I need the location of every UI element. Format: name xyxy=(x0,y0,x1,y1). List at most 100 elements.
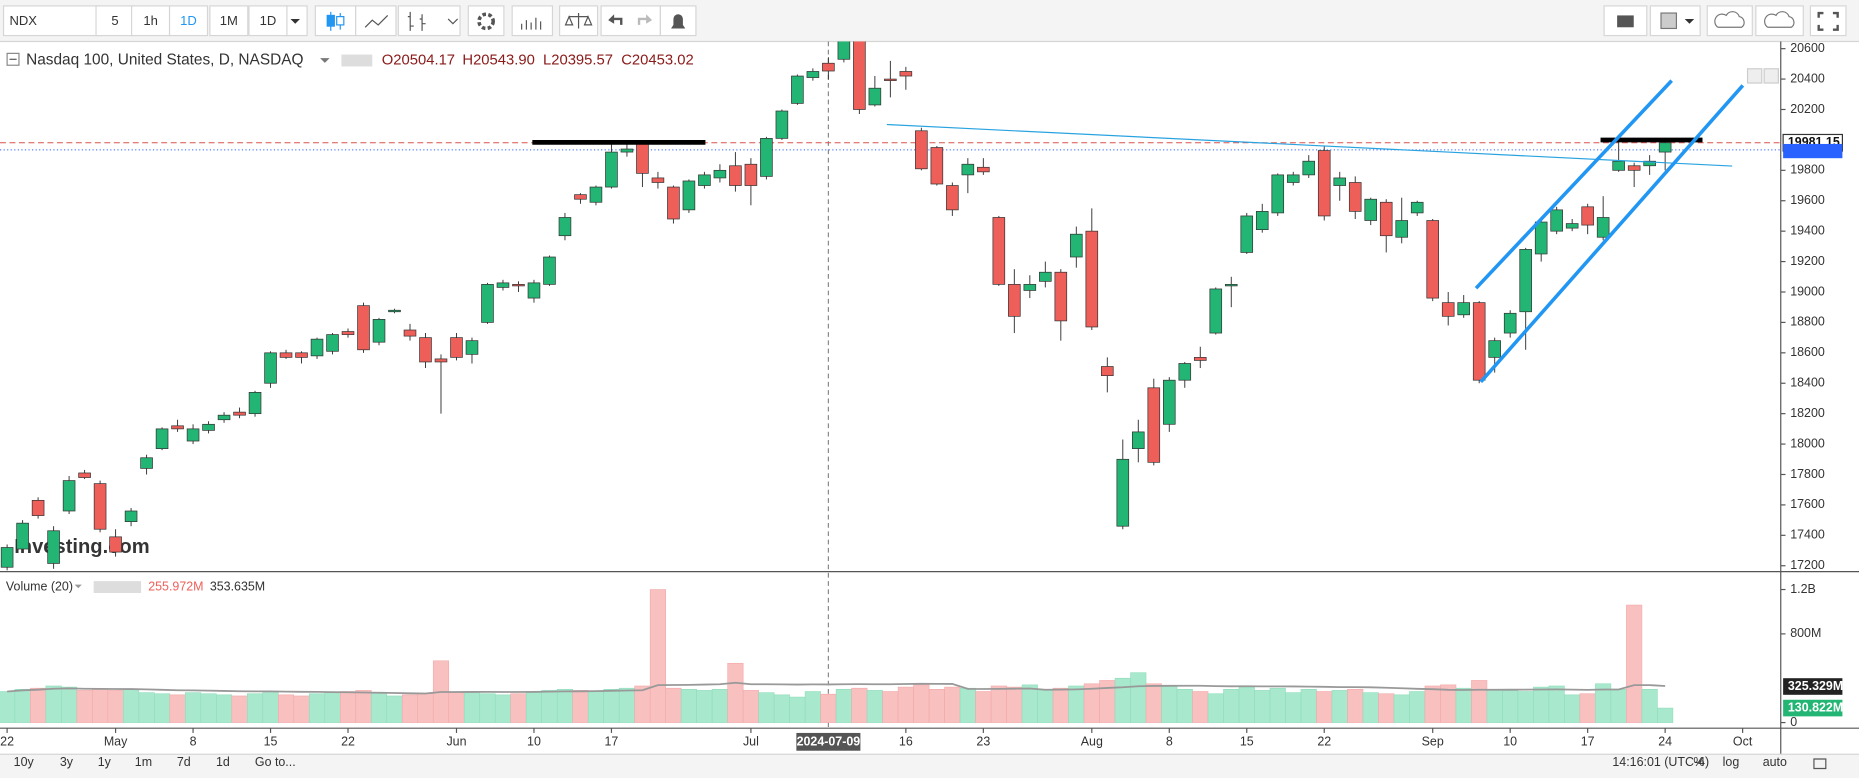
volume-bar xyxy=(1176,689,1193,723)
candle-body xyxy=(78,472,91,478)
candle-body xyxy=(1612,160,1625,171)
x-tick-label: 24 xyxy=(1658,735,1672,749)
volume-bar xyxy=(14,689,31,723)
settings-icon[interactable] xyxy=(1813,758,1827,770)
volume-bar xyxy=(959,687,976,723)
volume-bar xyxy=(556,689,573,723)
volume-tick-label: 1.2B xyxy=(1790,582,1816,596)
interval-button[interactable] xyxy=(95,5,135,37)
fullscreen-button[interactable] xyxy=(1809,5,1847,37)
range-button[interactable]: 3y xyxy=(60,755,74,769)
candle-body xyxy=(713,169,727,179)
candle-body xyxy=(806,71,820,78)
volume-bar xyxy=(448,692,465,723)
candle-body xyxy=(357,305,370,351)
interval-button[interactable] xyxy=(209,5,249,37)
candle-body xyxy=(372,319,386,343)
candle-body xyxy=(1565,223,1579,229)
volume-bar xyxy=(1223,689,1240,723)
volume-bar xyxy=(1424,685,1441,723)
candle-type-button[interactable] xyxy=(314,5,357,37)
dropdown-arrow xyxy=(290,18,300,24)
volume-bar xyxy=(711,689,728,723)
candle-body xyxy=(403,329,417,337)
symbol-input[interactable] xyxy=(2,5,102,37)
candle-body xyxy=(419,337,432,363)
pane-button[interactable] xyxy=(1763,68,1779,84)
x-tick-label: 22 xyxy=(0,735,14,749)
candle-body xyxy=(1147,387,1161,463)
volume-bar xyxy=(990,685,1007,723)
candle-body xyxy=(1054,271,1068,322)
volume-bar xyxy=(169,694,186,723)
volume-bar xyxy=(866,690,883,723)
x-tick-label: 16 xyxy=(899,735,913,749)
volume-bar xyxy=(1254,690,1271,723)
candle-body xyxy=(1209,288,1223,334)
range-button[interactable]: 7d xyxy=(177,755,191,769)
chart-title: Nasdaq 100, United States, D, NASDAQ xyxy=(26,52,303,69)
candles xyxy=(0,41,1672,571)
goto-button[interactable]: Go to... xyxy=(255,755,296,769)
interval-label: 5 xyxy=(111,13,118,28)
volume-bar xyxy=(742,690,759,723)
watermark: Investing.com xyxy=(14,536,149,558)
interval-button[interactable] xyxy=(248,5,288,37)
volume-bar xyxy=(277,694,295,723)
candle-body xyxy=(1240,215,1254,253)
candle-body xyxy=(822,62,835,72)
volume-ma-line xyxy=(7,681,1666,695)
legend-buttons[interactable] xyxy=(341,54,373,67)
candle-body xyxy=(527,282,541,299)
pane-button[interactable] xyxy=(1746,68,1763,84)
layout-arrow xyxy=(1684,18,1695,24)
line-icon xyxy=(364,14,389,28)
scale-option[interactable]: log xyxy=(1723,755,1740,769)
volume-bar xyxy=(1579,693,1596,723)
x-tick-label: 17 xyxy=(605,735,619,749)
volume-buttons[interactable] xyxy=(93,581,142,593)
volume-bar xyxy=(820,693,837,723)
range-button[interactable]: 10y xyxy=(14,755,35,769)
range-button[interactable]: 1y xyxy=(98,755,112,769)
volume-bar xyxy=(1099,680,1116,723)
y-tick-label: 20600 xyxy=(1790,41,1825,55)
scale-option[interactable]: auto xyxy=(1763,755,1787,769)
candle-icon xyxy=(326,11,345,31)
candle-body xyxy=(31,499,45,516)
title-arrow xyxy=(320,58,330,63)
candle-body xyxy=(310,338,324,357)
volume-ma-value: 353.635M xyxy=(210,579,265,593)
interval-button[interactable] xyxy=(131,5,171,37)
candle-body xyxy=(729,165,742,186)
candle-body xyxy=(16,522,29,550)
volume-bar xyxy=(835,689,852,723)
last-volume-box xyxy=(1783,699,1843,717)
indicators-button[interactable] xyxy=(511,5,554,37)
volume-bar xyxy=(913,684,930,723)
range-button[interactable]: 1d xyxy=(216,755,230,769)
volume-bar xyxy=(45,685,62,723)
volume-bar xyxy=(1471,680,1488,723)
candle-body xyxy=(1581,206,1594,226)
interval-button[interactable] xyxy=(168,5,209,37)
ohlc-legend: O20504.17 xyxy=(382,52,455,68)
volume-bar xyxy=(1533,686,1550,723)
scale-option[interactable]: % xyxy=(1693,755,1704,769)
volume-bar xyxy=(1502,690,1519,723)
candle-body xyxy=(1224,284,1238,287)
volume-bar xyxy=(618,687,635,723)
compare-icon xyxy=(564,13,593,29)
y-tick-label: 19200 xyxy=(1790,254,1825,268)
candle-body xyxy=(930,147,944,185)
range-button[interactable]: 1m xyxy=(135,755,152,769)
settings-button[interactable] xyxy=(467,5,505,37)
candle-body xyxy=(775,110,789,139)
trend-line xyxy=(886,123,1733,167)
volume-bar xyxy=(1300,689,1317,723)
volume-bar xyxy=(1238,686,1255,723)
volume-bar xyxy=(231,695,248,723)
volume-bar xyxy=(1409,691,1426,723)
line-type-button[interactable] xyxy=(355,5,397,37)
